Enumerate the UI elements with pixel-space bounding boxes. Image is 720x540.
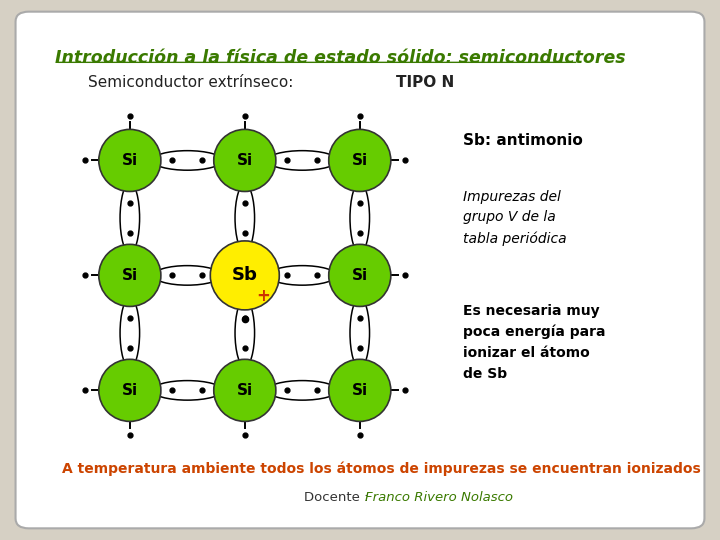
Text: Introducción a la física de estado sólido: semiconductores: Introducción a la física de estado sólid… xyxy=(55,49,626,67)
Ellipse shape xyxy=(152,151,222,170)
Ellipse shape xyxy=(269,266,336,285)
Ellipse shape xyxy=(152,381,222,400)
Text: A temperatura ambiente todos los átomos de impurezas se encuentran ionizados: A temperatura ambiente todos los átomos … xyxy=(62,461,701,476)
Circle shape xyxy=(329,359,391,421)
Circle shape xyxy=(99,130,161,192)
Text: Si: Si xyxy=(237,153,253,168)
Ellipse shape xyxy=(350,183,369,253)
Text: +: + xyxy=(256,287,270,305)
Ellipse shape xyxy=(153,266,221,285)
Circle shape xyxy=(210,241,279,310)
Text: Si: Si xyxy=(122,383,138,398)
Ellipse shape xyxy=(350,298,369,368)
Text: Docente :: Docente : xyxy=(304,491,372,504)
Circle shape xyxy=(329,130,391,192)
Text: Si: Si xyxy=(122,153,138,168)
Text: Es necesaria muy
poca energía para
ionizar el átomo
de Sb: Es necesaria muy poca energía para ioniz… xyxy=(464,304,606,381)
Text: Si: Si xyxy=(237,383,253,398)
Text: Si: Si xyxy=(122,268,138,283)
FancyBboxPatch shape xyxy=(16,12,704,528)
Circle shape xyxy=(329,245,391,306)
Ellipse shape xyxy=(267,381,338,400)
Ellipse shape xyxy=(235,184,255,252)
Circle shape xyxy=(99,359,161,421)
Text: Si: Si xyxy=(351,268,368,283)
Text: Si: Si xyxy=(351,153,368,168)
Text: Impurezas del
grupo V de la
tabla periódica: Impurezas del grupo V de la tabla periód… xyxy=(464,190,567,246)
Circle shape xyxy=(214,130,276,192)
Ellipse shape xyxy=(120,298,140,368)
Text: Si: Si xyxy=(351,383,368,398)
Ellipse shape xyxy=(235,299,255,367)
Circle shape xyxy=(99,245,161,306)
Text: Franco Rivero Nolasco: Franco Rivero Nolasco xyxy=(365,491,513,504)
Ellipse shape xyxy=(120,183,140,253)
Text: Sb: antimonio: Sb: antimonio xyxy=(464,133,583,148)
Text: TIPO N: TIPO N xyxy=(397,75,455,90)
Ellipse shape xyxy=(267,151,338,170)
Circle shape xyxy=(214,359,276,421)
Text: Sb: Sb xyxy=(232,266,258,285)
Text: Semiconductor extrínseco:: Semiconductor extrínseco: xyxy=(89,75,299,90)
